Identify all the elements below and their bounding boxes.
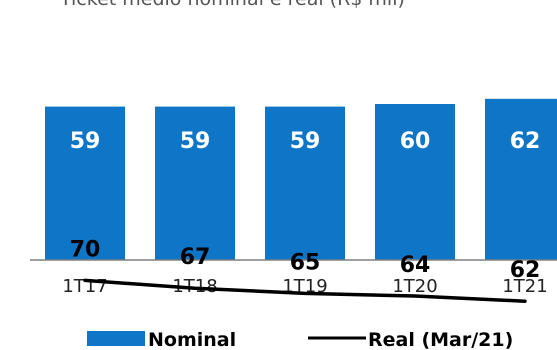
bar-1T17 [45, 106, 125, 260]
chart-title-fragment: Ticket médio nominal e real (R$ mil) [60, 0, 405, 10]
legend-swatch-nominal [87, 331, 145, 346]
line-label-group: 70 67 65 64 62 [70, 237, 541, 283]
x-tick-label-1T20: 1T20 [392, 276, 437, 297]
line-label-1T18: 67 [180, 245, 211, 270]
bar-label-1T20: 60 [400, 129, 431, 154]
bar-1T21 [485, 98, 557, 260]
legend-label-nominal: Nominal [148, 329, 236, 350]
line-label-1T17: 70 [70, 237, 101, 262]
legend-label-real: Real (Mar/21) [368, 329, 513, 350]
bar-1T18 [155, 106, 235, 260]
line-label-1T19: 65 [290, 250, 321, 275]
bar-label-1T19: 59 [290, 129, 321, 154]
bar-label-1T21: 62 [510, 129, 541, 154]
bar-label-1T17: 59 [70, 129, 101, 154]
bar-1T19 [265, 106, 345, 260]
x-tick-label-1T21: 1T21 [502, 276, 547, 297]
bar-label-group: 59 59 59 60 62 [70, 129, 541, 154]
series-line-real [83, 278, 527, 303]
line-label-1T21: 62 [510, 258, 541, 283]
line-label-1T20: 64 [400, 253, 431, 278]
legend: Nominal Real (Mar/21) [87, 329, 513, 350]
bar-label-1T18: 59 [180, 129, 211, 154]
bar-group [45, 98, 557, 260]
bar-1T20 [375, 104, 455, 260]
